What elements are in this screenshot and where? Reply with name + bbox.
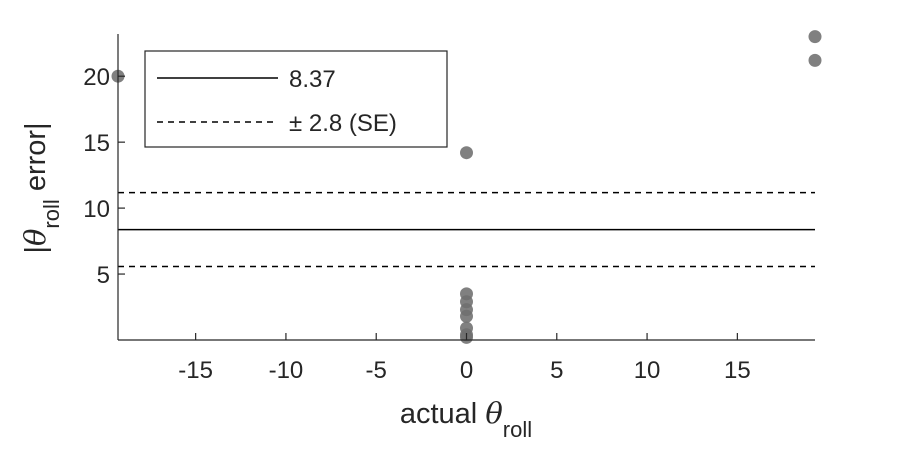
axis-labels: actual θroll|θroll error| [18, 122, 532, 442]
data-point-10 [808, 53, 822, 67]
x-tick-label-4: 5 [550, 357, 563, 384]
x-tick-label-0: -15 [178, 357, 213, 384]
y-tick-label-2: 15 [83, 130, 110, 157]
legend-label-0: 8.37 [289, 66, 336, 93]
y-axis-label-prefix: | [20, 246, 52, 254]
data-layer [111, 30, 822, 344]
x-tick-label-6: 15 [724, 357, 751, 384]
x-axis-label-symbol: θ [485, 396, 502, 430]
legend: 8.37 ± 2.8 (SE) [144, 50, 448, 148]
data-point-9 [808, 30, 822, 44]
x-tick-label-3: 0 [460, 357, 473, 384]
data-point-1 [460, 146, 473, 160]
axes-layer: -15 -10 -5 0 5 10 15 5 10 15 20 [83, 34, 815, 384]
x-axis-label: actual θroll [400, 396, 532, 442]
x-axis-label-prefix: actual [400, 398, 485, 430]
y-tick-label-1: 10 [83, 196, 110, 223]
legend-label-1: ± 2.8 (SE) [289, 110, 397, 137]
x-axis-label-subscript: roll [503, 417, 532, 442]
x-tick-label-1: -10 [269, 357, 304, 384]
y-tick-label-0: 5 [97, 262, 110, 289]
y-axis-label-symbol: θ [18, 229, 52, 246]
x-tick-label-5: 10 [634, 357, 661, 384]
y-axis-label-subscript: roll [39, 199, 64, 228]
y-tick-label-3: 20 [83, 64, 110, 91]
data-point-5 [460, 309, 473, 323]
x-tick-label-2: -5 [366, 357, 387, 384]
y-axis-label: |θroll error| [18, 122, 64, 253]
y-axis-label-suffix: error| [20, 122, 52, 199]
legend-box [144, 50, 448, 148]
